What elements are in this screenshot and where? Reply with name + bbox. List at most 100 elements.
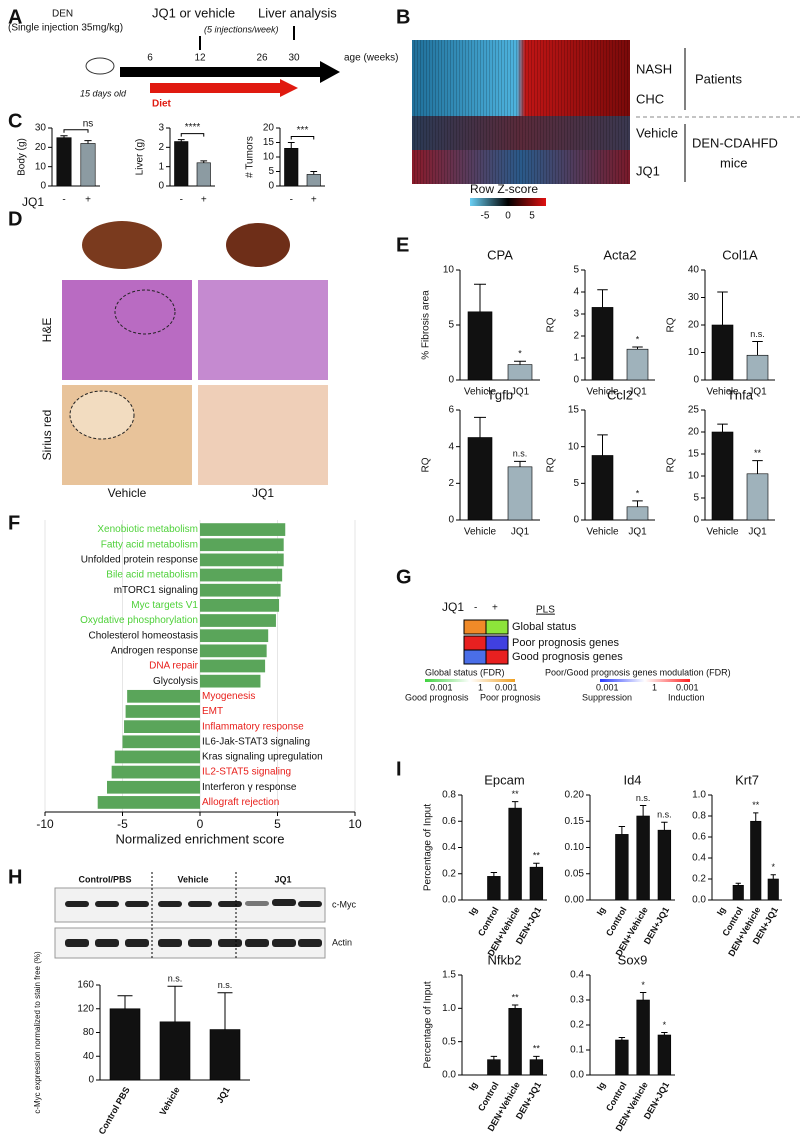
scale-tick: -5 <box>481 211 490 222</box>
error-bar <box>752 460 763 474</box>
bar <box>200 523 286 536</box>
tick-label: 12 <box>194 53 206 64</box>
error-bar <box>632 346 643 350</box>
y-tick-label: 0 <box>40 181 46 192</box>
y-tick-label: 0.8 <box>442 790 456 801</box>
error-bar <box>753 812 759 822</box>
bar <box>174 141 189 187</box>
error-bar <box>60 135 68 138</box>
chart-title: Id4 <box>623 772 641 787</box>
annotation: * <box>771 862 775 872</box>
y-tick-label: 0 <box>693 515 699 526</box>
error-bar <box>752 341 763 356</box>
bar <box>124 720 200 733</box>
annotation: ** <box>752 800 760 810</box>
y-tick-label: 0.8 <box>692 811 706 822</box>
nodule <box>114 289 176 335</box>
tick-label: 26 <box>256 53 268 64</box>
panel-letter: E <box>396 234 409 256</box>
error-bar <box>661 1032 668 1035</box>
error-bar <box>717 423 728 432</box>
annotation: ** <box>533 851 541 861</box>
annotation: ** <box>754 448 762 458</box>
timeline: DEN (Single injection 35mg/kg) 15 days o… <box>8 5 398 109</box>
error-bar <box>84 140 92 144</box>
y-tick-label: 0.2 <box>442 868 456 879</box>
error-bar <box>511 801 519 809</box>
y-tick-label: 15 <box>688 449 700 460</box>
error-bar <box>474 416 486 438</box>
y-tick-label: 1.0 <box>442 1003 456 1014</box>
category-label: EMT <box>202 706 223 717</box>
bar <box>200 629 269 643</box>
bar <box>127 689 200 703</box>
annotation: ** <box>512 992 520 1002</box>
label: (5 injections/week) <box>204 24 279 34</box>
category-label: Myogenesis <box>202 691 255 702</box>
error-bar <box>735 882 741 886</box>
y-tick-label: 15 <box>263 137 275 148</box>
chart-title: Krt7 <box>735 772 759 787</box>
category-label: Interferon γ response <box>202 782 297 793</box>
annotation: * <box>663 1020 667 1030</box>
annotation: n.s. <box>168 974 183 984</box>
y-tick-label: 25 <box>688 405 700 416</box>
category-label: Oxydative phosphorylation <box>80 615 198 626</box>
x-tick-label: Ig <box>715 905 728 917</box>
mouse-icon <box>85 57 115 75</box>
bar <box>200 674 261 688</box>
bar <box>507 364 533 381</box>
cell <box>485 619 509 635</box>
error-bar <box>490 871 498 877</box>
scale-end: Suppression <box>582 692 632 702</box>
bar <box>107 780 200 794</box>
y-tick-label: 4 <box>573 287 579 298</box>
x-tick-label: JQ1 <box>511 527 530 538</box>
bar <box>56 137 72 187</box>
y-axis-label: % Fibrosis area <box>421 290 432 360</box>
y-tick-label: 4 <box>448 441 454 452</box>
x-tick-label: - <box>62 195 65 206</box>
bar <box>657 829 672 901</box>
error-bar <box>639 805 647 816</box>
label: DEN <box>52 9 73 20</box>
liver-photo <box>82 221 162 269</box>
group-label: Vehicle <box>108 486 147 500</box>
category-label: Cholesterol homeostasis <box>89 630 199 641</box>
y-tick-label: 10 <box>443 265 455 276</box>
x-tick-label: Ig <box>467 1080 480 1092</box>
y-axis-label: # Tumors <box>245 136 256 178</box>
y-tick-label: 1 <box>573 353 579 364</box>
y-tick-label: 0.6 <box>442 816 456 827</box>
y-tick-label: 10 <box>263 152 275 163</box>
y-tick-label: 5 <box>573 265 579 276</box>
x-tick-label: Control PBS <box>97 1085 132 1135</box>
label: age (weeks) <box>344 53 398 64</box>
scale-tick: 5 <box>529 211 535 222</box>
bar <box>767 878 779 901</box>
group-label: JQ1 <box>252 486 274 500</box>
tick-label: 30 <box>288 53 300 64</box>
error-bar <box>618 1037 626 1040</box>
x-tick-label: Ig <box>467 905 480 917</box>
x-tick-label: + <box>311 195 317 206</box>
error-bar <box>533 1055 540 1060</box>
chart-title: Tgfb <box>487 387 513 402</box>
panel-letter: F <box>8 512 20 534</box>
color-scale <box>600 679 690 682</box>
row-label: Poor prognosis genes <box>512 637 620 649</box>
x-tick-label: -10 <box>36 817 54 831</box>
error-bar <box>167 985 183 1022</box>
annotation: n.s. <box>513 449 528 459</box>
y-tick-label: 0 <box>573 515 579 526</box>
x-tick-label: JQ1 <box>511 387 530 398</box>
error-bar <box>511 1004 519 1009</box>
x-tick-label: JQ1 <box>628 527 647 538</box>
category-label: Xenobiotic metabolism <box>97 524 198 535</box>
bar <box>750 820 762 901</box>
band-label: Actin <box>332 937 352 947</box>
chart-title: Acta2 <box>603 247 636 262</box>
annotation: n.s. <box>750 329 765 339</box>
error-bar <box>717 291 728 325</box>
